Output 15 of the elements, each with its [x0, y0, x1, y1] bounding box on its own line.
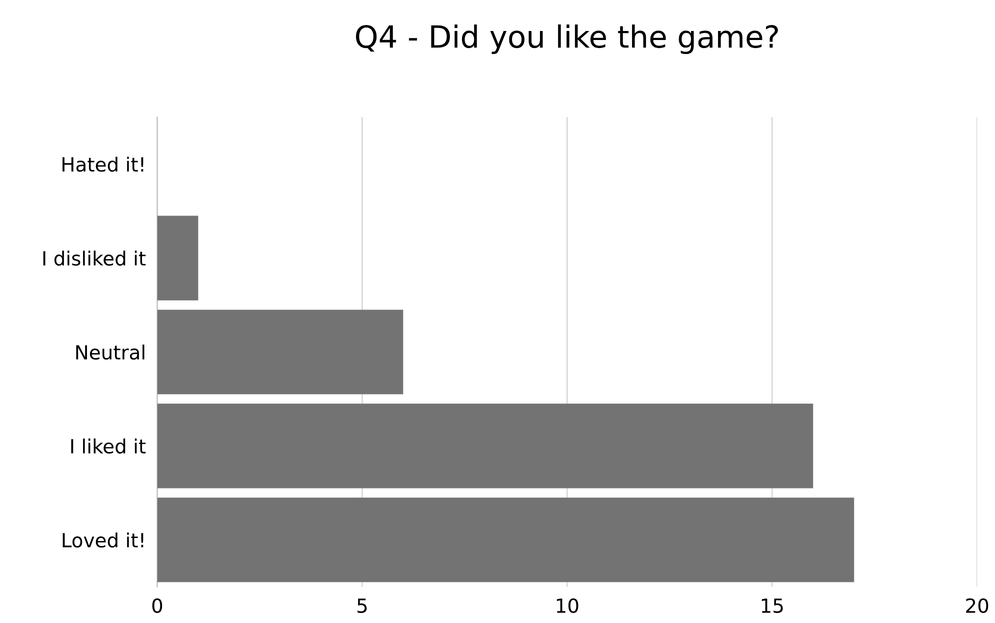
- y-tick-label: Neutral: [76, 344, 144, 360]
- y-tick-label: I liked it: [71, 438, 146, 454]
- bar: [157, 498, 854, 582]
- y-tick-label: I disliked it: [43, 250, 146, 266]
- bar: [157, 216, 198, 300]
- bar: [157, 310, 404, 394]
- bar: [157, 404, 814, 488]
- x-tick-label: 10: [556, 598, 578, 614]
- y-tick-label: Hated it!: [62, 156, 144, 172]
- x-tick-label: 15: [762, 598, 783, 614]
- x-tick-label: 0: [152, 598, 162, 614]
- chart-title: Q4 - Did you like the game?: [356, 24, 778, 54]
- y-tick-label: Loved it!: [62, 532, 144, 548]
- x-tick-label: 20: [966, 598, 988, 614]
- x-tick-label: 5: [357, 598, 367, 614]
